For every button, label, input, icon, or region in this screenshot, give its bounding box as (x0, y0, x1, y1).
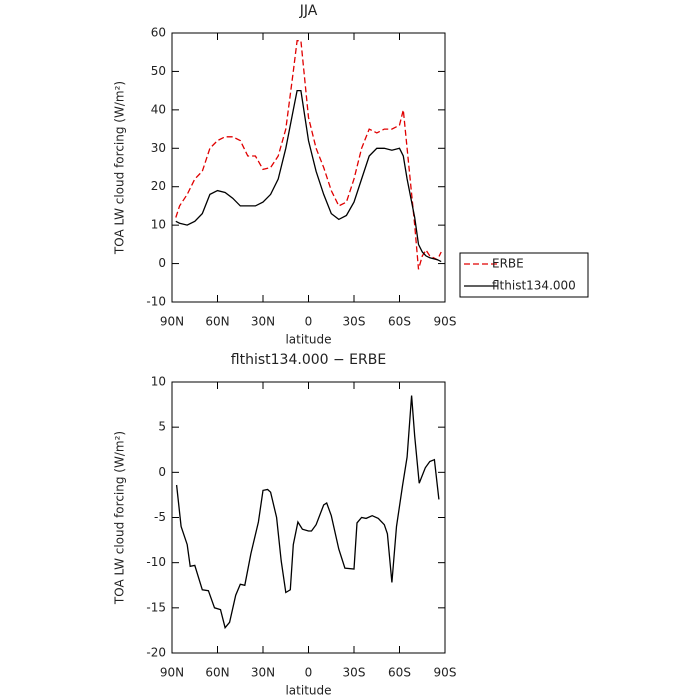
data-line (175, 89, 442, 263)
x-tick-label: 30S (343, 666, 366, 680)
legend-label: ERBE (492, 257, 524, 271)
y-tick-label: 30 (151, 141, 166, 155)
x-axis-label: latitude (285, 684, 331, 698)
x-tick-label: 60N (205, 315, 229, 329)
x-tick-label: 30N (251, 666, 275, 680)
y-tick-label: 40 (151, 102, 166, 116)
y-tick-label: -5 (154, 510, 166, 524)
y-axis-label: TOA LW cloud forcing (W/m²) (113, 431, 127, 605)
y-tick-label: 0 (158, 256, 166, 270)
y-tick-label: -10 (146, 295, 166, 309)
y-tick-label: -10 (146, 555, 166, 569)
y-tick-label: 60 (151, 26, 166, 40)
x-tick-label: 60S (388, 315, 411, 329)
x-tick-label: 0 (305, 666, 313, 680)
plot-frame (171, 381, 446, 654)
plot-frame (171, 32, 446, 303)
x-tick-label: 90S (434, 666, 457, 680)
y-tick-label: 0 (158, 465, 166, 479)
y-axis-label: TOA LW cloud forcing (W/m²) (113, 81, 127, 255)
x-axis-label: latitude (285, 333, 331, 347)
y-tick-label: 5 (158, 420, 166, 434)
legend-box (459, 252, 589, 298)
x-tick-label: 60N (205, 666, 229, 680)
y-tick-label: -20 (146, 646, 166, 660)
y-tick-label: 10 (151, 375, 166, 389)
x-tick-label: 30N (251, 315, 275, 329)
y-tick-label: 20 (151, 179, 166, 193)
x-tick-label: 0 (305, 315, 313, 329)
x-tick-label: 30S (343, 315, 366, 329)
legend-label: flthist134.000 (492, 279, 576, 293)
chart-title: JJA (299, 3, 318, 19)
chart-title: flthist134.000 − ERBE (231, 352, 386, 368)
y-tick-label: 50 (151, 64, 166, 78)
y-tick-label: -15 (146, 600, 166, 614)
x-tick-label: 90S (434, 315, 457, 329)
x-tick-label: 90N (160, 315, 184, 329)
x-tick-label: 90N (160, 666, 184, 680)
x-tick-label: 60S (388, 666, 411, 680)
data-line (175, 40, 442, 270)
data-line (175, 395, 440, 630)
y-tick-label: 10 (151, 218, 166, 232)
